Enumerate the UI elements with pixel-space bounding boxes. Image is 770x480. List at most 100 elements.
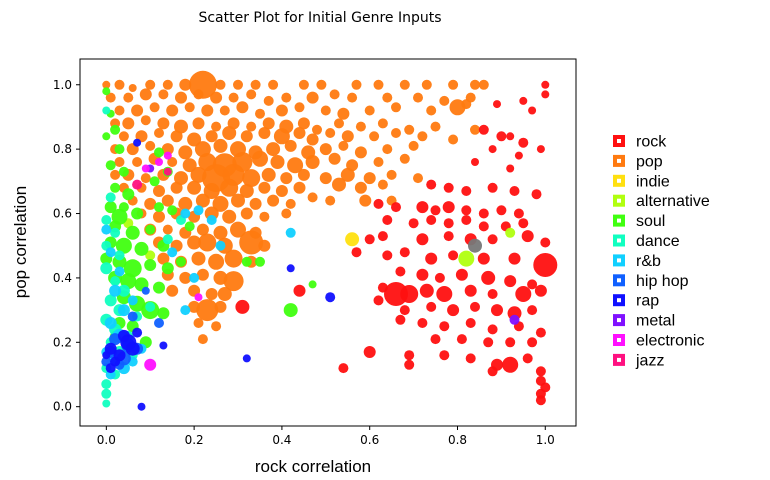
data-point [157,307,170,320]
data-point [527,279,538,290]
data-point [100,262,113,275]
data-point [487,234,498,245]
data-point [347,92,358,103]
data-point [110,227,121,238]
data-point [509,186,520,196]
data-point [230,221,246,238]
data-point [101,388,112,399]
data-point [175,91,187,104]
data-point [430,121,441,132]
data-point [102,80,111,89]
data-point [117,284,130,297]
data-point [167,247,178,258]
data-point [114,157,125,167]
data-point [144,259,157,271]
data-point [518,218,529,229]
data-point [114,144,125,155]
data-point [118,202,129,213]
data-point [262,117,275,130]
legend: rock pop indie alternative soul dance r&b hip h… [613,134,710,369]
data-point [179,271,192,284]
data-point [325,195,336,206]
data-point [133,138,142,147]
data-point [528,106,537,115]
data-point [386,169,397,180]
data-point [447,304,460,317]
data-point [377,231,388,242]
data-point [496,205,507,216]
data-point [102,351,111,360]
data-point [193,318,204,328]
data-point [534,284,547,297]
data-point [141,286,150,295]
x-tick-label: 0.4 [272,433,291,447]
data-point [478,208,489,219]
data-point [154,202,164,213]
data-point [417,318,428,328]
data-point [340,167,355,182]
legend-label: rap [636,293,659,310]
data-point [461,215,472,225]
data-point [535,327,546,338]
data-point [110,182,121,193]
data-point [206,215,217,225]
legend-item: soul [613,213,665,230]
data-point [373,157,384,167]
data-point [461,186,472,196]
series-rock [235,80,558,406]
data-point [455,268,468,281]
data-point [332,177,346,192]
data-point [491,304,503,317]
data-point [170,130,183,143]
data-point [246,89,257,100]
data-point [239,184,254,198]
data-point [117,329,130,342]
data-point [426,215,437,225]
data-point [509,314,520,325]
legend-swatch-center [617,218,621,223]
legend-swatch-center [617,139,621,143]
data-point [122,117,135,130]
data-point [522,353,533,364]
data-point [273,128,290,145]
data-point [137,402,146,411]
data-point [223,271,244,292]
data-point [470,301,480,312]
data-point [287,157,304,174]
data-point [157,252,170,265]
data-point [114,266,125,277]
legend-item: metal [613,313,675,330]
data-point [527,337,538,348]
data-point [114,250,125,261]
data-point [426,105,437,116]
data-point [439,95,450,106]
data-point [208,253,225,270]
data-point [496,131,507,142]
data-point [487,289,498,299]
data-point [513,208,524,219]
data-point [275,104,288,117]
data-point [161,194,174,207]
data-point [461,99,472,110]
data-point [470,79,480,90]
data-point [261,167,276,182]
data-point [329,89,340,100]
data-point [399,79,410,90]
data-point [203,183,220,199]
data-point [105,192,116,203]
data-point [400,285,419,303]
data-point [351,247,362,258]
data-point [354,181,367,194]
data-point [478,79,489,90]
data-point [443,218,454,229]
data-point [161,262,174,275]
data-point [246,121,257,132]
legend-label: metal [636,313,675,330]
data-point [359,194,372,207]
data-point [220,178,239,197]
data-point [128,84,137,92]
data-point [298,79,309,90]
data-point [363,172,376,185]
data-point [132,179,143,190]
data-point [170,181,183,194]
